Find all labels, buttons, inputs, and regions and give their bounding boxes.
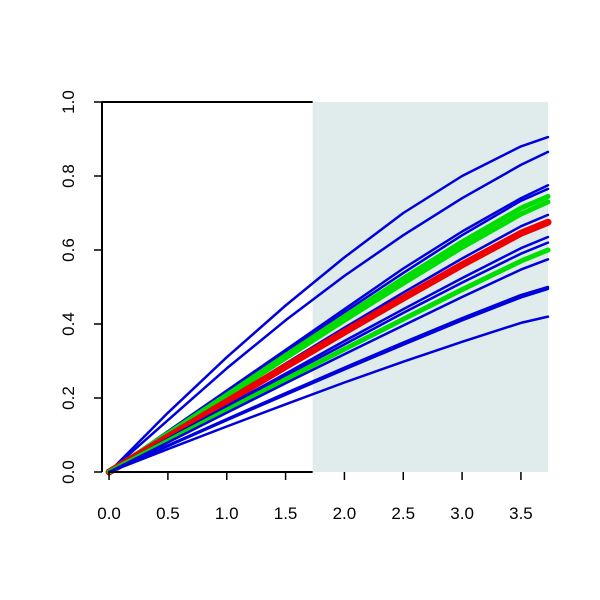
y-tick-label: 0.4 [59, 312, 78, 336]
x-axis: 0.0 0.5 1.0 1.5 2.0 2.5 3.0 3.5 [97, 472, 533, 523]
y-axis: 0.0 0.2 0.4 0.6 0.8 1.0 [59, 90, 102, 484]
shaded-region [312, 102, 548, 472]
x-tick-label: 0.0 [97, 504, 121, 523]
series-line-1 [107, 150, 550, 474]
series-line-10 [106, 247, 551, 475]
x-tick-label: 3.5 [509, 504, 533, 523]
y-tick-label: 1.0 [59, 90, 78, 114]
series-line-0 [107, 135, 550, 474]
x-tick-label: 3.0 [450, 504, 474, 523]
series-line-13 [107, 287, 550, 474]
y-tick-label: 0.6 [59, 238, 78, 262]
x-tick-label: 1.5 [274, 504, 298, 523]
series-line-7 [105, 218, 552, 476]
x-tick-label: 1.0 [215, 504, 239, 523]
series-line-11 [107, 258, 550, 474]
x-tick-label: 2.5 [391, 504, 415, 523]
x-tick-label: 0.5 [156, 504, 180, 523]
axes-layer [101, 101, 313, 473]
x-tick-label: 2.0 [333, 504, 357, 523]
series-layer [105, 135, 552, 476]
y-tick-label: 0.8 [59, 164, 78, 188]
y-tick-label: 0.0 [59, 460, 78, 484]
y-tick-label: 0.2 [59, 386, 78, 410]
series-line-14 [107, 315, 550, 474]
